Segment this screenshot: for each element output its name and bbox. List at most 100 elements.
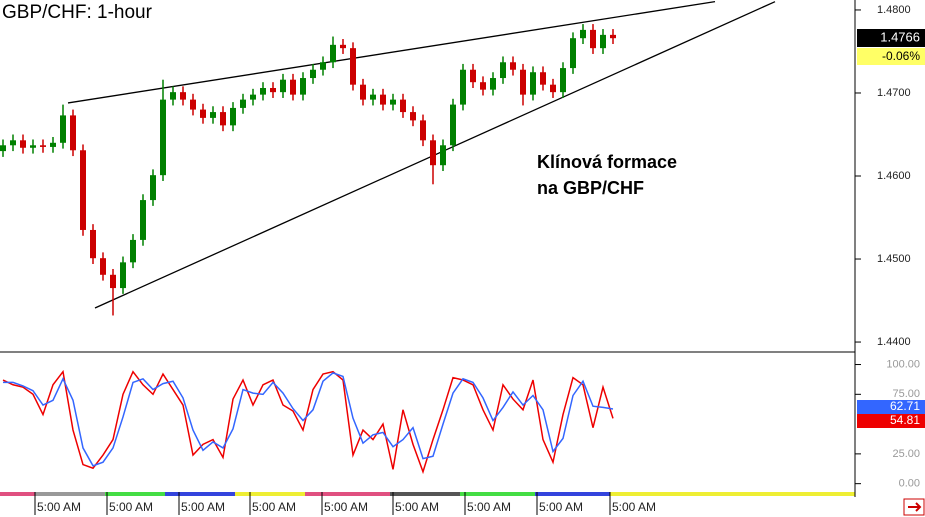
candle-body	[340, 44, 346, 49]
candle-body	[390, 99, 396, 105]
candle-body	[400, 99, 406, 113]
candle-body	[150, 175, 156, 201]
change: -0.06%	[882, 49, 920, 63]
last-price: 1.4766	[880, 29, 920, 44]
stochastic-line	[3, 372, 614, 467]
candle-body	[580, 29, 586, 39]
candle-body	[20, 140, 26, 148]
candle-body	[100, 258, 106, 275]
candle-body	[50, 142, 56, 147]
session-strip	[610, 492, 855, 496]
candle-body	[70, 115, 76, 151]
candle-body	[420, 120, 426, 141]
candle-body	[480, 82, 486, 90]
x-tick-label: 5:00 AM	[324, 500, 368, 514]
y-tick-label: 1.4500	[877, 253, 911, 265]
price-box	[857, 29, 925, 47]
candle-body	[520, 69, 526, 95]
candle-body	[540, 72, 546, 85]
candle-body	[300, 78, 306, 95]
candle-body	[570, 38, 576, 69]
x-tick-label: 5:00 AM	[467, 500, 511, 514]
candle-body	[260, 88, 266, 95]
candle-body	[600, 34, 606, 49]
candle-body	[180, 92, 186, 100]
x-tick-label: 5:00 AM	[181, 500, 225, 514]
x-tick-label: 5:00 AM	[252, 500, 296, 514]
candle-body	[280, 79, 286, 93]
candle-body	[0, 145, 6, 152]
candle-body	[290, 79, 296, 95]
candle-body	[110, 274, 116, 289]
candle-body	[120, 262, 126, 289]
candle-body	[230, 107, 236, 126]
arrow-icon	[908, 502, 922, 512]
session-strip	[35, 492, 105, 496]
candle-body	[380, 94, 386, 105]
x-tick-label: 5:00 AM	[395, 500, 439, 514]
x-tick-label: 5:00 AM	[612, 500, 656, 514]
candle-body	[440, 145, 446, 166]
session-strip	[535, 492, 610, 496]
stoch-d-value: 62.71	[890, 399, 920, 413]
session-strip	[390, 492, 460, 496]
candle-body	[220, 112, 226, 126]
chart-title: GBP/CHF: 1-hour	[2, 2, 153, 23]
candle-body	[460, 69, 466, 105]
candle-body	[330, 44, 336, 63]
candle-body	[360, 84, 366, 100]
candle-body	[210, 112, 216, 118]
candle-body	[550, 84, 556, 93]
candle-body	[490, 78, 496, 90]
candle-body	[160, 99, 166, 176]
candle-body	[10, 140, 16, 146]
session-strip	[460, 492, 535, 496]
candle-body	[430, 140, 436, 166]
candle-body	[90, 229, 96, 259]
annotation: na GBP/CHF	[537, 178, 644, 198]
candle-body	[140, 200, 146, 240]
candle-body	[190, 99, 196, 110]
candle-body	[30, 145, 36, 148]
candle-body	[40, 145, 46, 147]
y-tick-label: 25.00	[892, 448, 920, 460]
y-tick-label: 1.4800	[877, 4, 911, 16]
x-tick-label: 5:00 AM	[109, 500, 153, 514]
candle-body	[530, 72, 536, 95]
candle-body	[200, 109, 206, 118]
value-box	[857, 400, 925, 414]
candle-body	[170, 92, 176, 100]
session-strip	[105, 492, 165, 496]
candle-body	[270, 88, 276, 93]
y-tick-label: 1.4400	[877, 336, 911, 348]
candle-body	[610, 34, 616, 39]
y-tick-label: 100.00	[886, 358, 920, 370]
candle-body	[500, 62, 506, 79]
session-strip	[305, 492, 390, 496]
candle-body	[60, 115, 66, 143]
candle-body	[240, 99, 246, 108]
candle-body	[80, 150, 86, 230]
candle-body	[470, 69, 476, 83]
candle-body	[510, 62, 516, 70]
y-tick-label: 1.4600	[877, 170, 911, 182]
session-strip	[165, 492, 235, 496]
candle-body	[560, 68, 566, 93]
change-box	[857, 48, 925, 65]
value-box	[857, 414, 925, 428]
stochastic-line	[2, 369, 614, 475]
candle-body	[370, 94, 376, 100]
candle-body	[450, 104, 456, 146]
x-tick-label: 5:00 AM	[539, 500, 583, 514]
y-tick-label: 0.00	[899, 478, 920, 490]
y-tick-label: 1.4700	[877, 87, 911, 99]
candle-body	[350, 48, 356, 85]
annotation: Klínová formace	[537, 152, 677, 172]
candle-body	[130, 239, 136, 263]
trend-line	[67, 1, 716, 104]
x-tick-label: 5:00 AM	[37, 500, 81, 514]
candle-body	[320, 62, 326, 70]
y-tick-label: 75.00	[892, 388, 920, 400]
